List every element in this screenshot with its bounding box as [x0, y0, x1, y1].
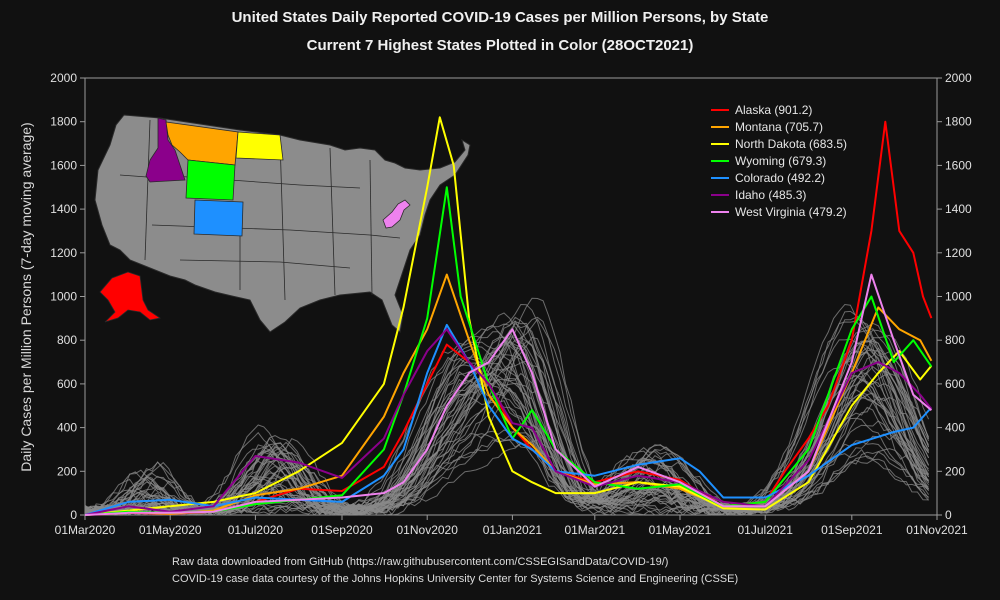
other-state-line	[84, 350, 930, 515]
footer-source-line: Raw data downloaded from GitHub (https:/…	[172, 556, 669, 568]
legend-entry: Idaho (485.3)	[735, 188, 806, 202]
x-tick-label: 01Jul2020	[228, 523, 284, 537]
y-tick-label-right: 600	[945, 377, 965, 391]
legend-entry: Montana (705.7)	[735, 120, 823, 134]
legend-entry: Wyoming (679.3)	[735, 154, 826, 168]
y-tick-label-right: 800	[945, 333, 965, 347]
legend-entry: Alaska (901.2)	[735, 103, 812, 117]
map-state-alaska	[99, 271, 162, 323]
y-tick-label-right: 400	[945, 421, 965, 435]
legend-entry: Colorado (492.2)	[735, 171, 825, 185]
series-line	[84, 273, 933, 516]
y-tick-label-right: 1200	[945, 246, 972, 260]
other-state-line	[84, 320, 929, 514]
y-tick-label-left: 1800	[50, 115, 77, 129]
x-tick-label: 01Nov2020	[397, 523, 459, 537]
y-tick-label-left: 1400	[50, 202, 77, 216]
map-state-idaho	[145, 117, 186, 183]
y-tick-label-left: 200	[57, 464, 77, 478]
y-tick-label-right: 1800	[945, 115, 972, 129]
x-tick-label: 01Jul2021	[738, 523, 794, 537]
legend-entry: West Virginia (479.2)	[735, 205, 847, 219]
x-tick-label: 01Jan2021	[483, 523, 543, 537]
y-tick-label-left: 2000	[50, 71, 77, 85]
x-tick-label: 01Mar2021	[564, 523, 625, 537]
other-state-line	[84, 316, 930, 516]
y-tick-label-right: 1400	[945, 202, 972, 216]
map-state-north-dakota	[235, 131, 284, 161]
y-tick-label-right: 200	[945, 464, 965, 478]
x-tick-label: 01Sep2020	[311, 523, 373, 537]
map-state-colorado	[193, 199, 244, 237]
chart-title: United States Daily Reported COVID-19 Ca…	[231, 9, 769, 26]
other-state-line	[84, 318, 930, 516]
chart-subtitle: Current 7 Highest States Plotted in Colo…	[306, 37, 694, 54]
other-states-lines	[84, 297, 930, 516]
legend-entry: North Dakota (683.5)	[735, 137, 847, 151]
series-line	[84, 273, 933, 516]
y-tick-label-right: 1600	[945, 158, 972, 172]
series-line	[84, 328, 933, 516]
y-tick-label-right: 1000	[945, 290, 972, 304]
x-tick-label: 01May2021	[649, 523, 712, 537]
y-tick-label-right: 2000	[945, 71, 972, 85]
x-tick-label: 01Sep2021	[821, 523, 883, 537]
y-tick-label-left: 400	[57, 421, 77, 435]
legend: Alaska (901.2) Montana (705.7) North Dakot…	[711, 103, 847, 219]
y-axis-label: Daily Cases per Million Persons (7-day m…	[18, 122, 34, 471]
y-tick-label-left: 600	[57, 377, 77, 391]
x-tick-label: 01Nov2021	[906, 523, 968, 537]
y-tick-label-left: 1000	[50, 290, 77, 304]
map-state-wyoming	[185, 159, 236, 201]
series-line	[84, 116, 933, 516]
map-state-west-virginia	[382, 199, 411, 229]
y-tick-label-left: 1600	[50, 158, 77, 172]
us-map-inset	[94, 114, 471, 333]
other-state-line	[84, 377, 929, 515]
y-tick-label-left: 1200	[50, 246, 77, 260]
x-tick-label: 01Mar2020	[55, 523, 116, 537]
y-tick-label-left: 0	[70, 508, 77, 522]
y-tick-label-left: 800	[57, 333, 77, 347]
y-tick-label-right: 0	[945, 508, 952, 522]
x-tick-label: 01May2020	[139, 523, 202, 537]
footer-credit-line: COVID-19 case data courtesy of the Johns…	[172, 573, 739, 585]
